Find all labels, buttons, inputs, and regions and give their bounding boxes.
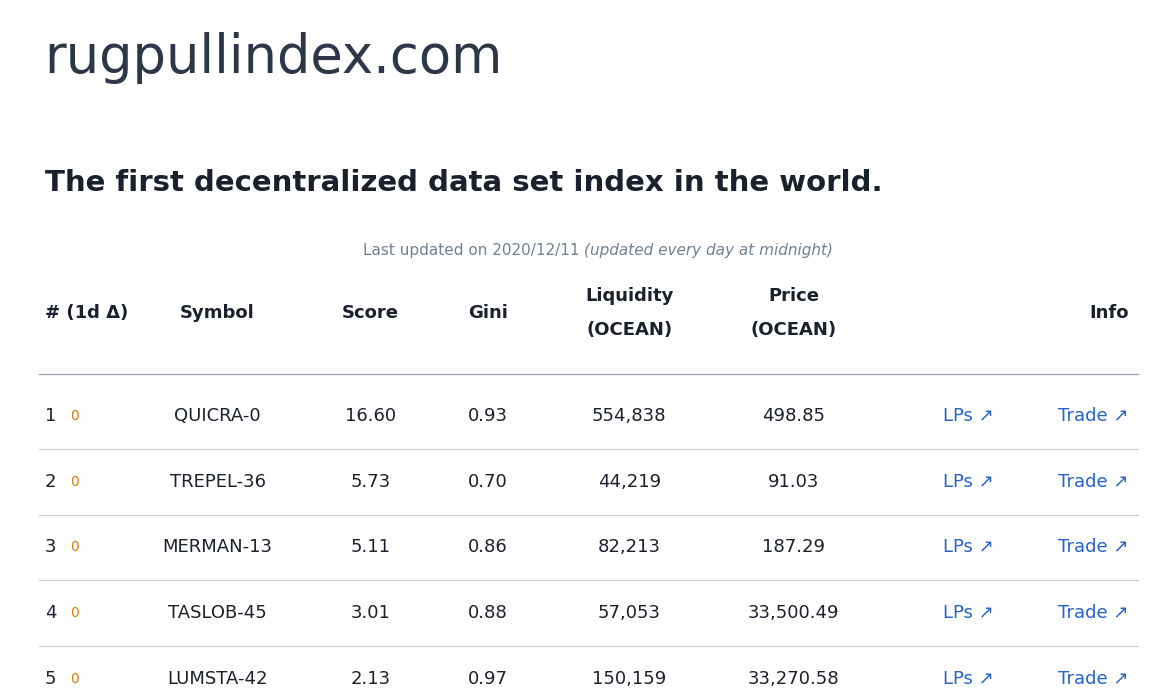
Text: Trade ↗: Trade ↗ xyxy=(1058,407,1129,425)
Text: LPs ↗: LPs ↗ xyxy=(943,604,994,622)
Text: LPs ↗: LPs ↗ xyxy=(943,407,994,425)
Text: Gini: Gini xyxy=(468,304,508,322)
Text: (OCEAN): (OCEAN) xyxy=(586,321,673,339)
Text: # (1d Δ): # (1d Δ) xyxy=(45,304,128,322)
Text: 3: 3 xyxy=(45,538,56,557)
Text: 91.03: 91.03 xyxy=(768,473,820,491)
Text: TASLOB-45: TASLOB-45 xyxy=(168,604,267,622)
Text: 0: 0 xyxy=(71,475,79,489)
Text: MERMAN-13: MERMAN-13 xyxy=(162,538,273,557)
Text: TREPEL-36: TREPEL-36 xyxy=(169,473,266,491)
Text: 0.70: 0.70 xyxy=(468,473,508,491)
Text: 2.13: 2.13 xyxy=(350,670,390,688)
Text: The first decentralized data set index in the world.: The first decentralized data set index i… xyxy=(45,169,882,197)
Text: 0: 0 xyxy=(71,540,79,554)
Text: Last updated on 2020/12/11: Last updated on 2020/12/11 xyxy=(363,243,584,258)
Text: 150,159: 150,159 xyxy=(592,670,667,688)
Text: 16.60: 16.60 xyxy=(345,407,396,425)
Text: 3.01: 3.01 xyxy=(350,604,390,622)
Text: 5.11: 5.11 xyxy=(350,538,390,557)
Text: Score: Score xyxy=(342,304,399,322)
Text: 44,219: 44,219 xyxy=(597,473,661,491)
Text: Trade ↗: Trade ↗ xyxy=(1058,473,1129,491)
Text: 33,270.58: 33,270.58 xyxy=(748,670,840,688)
Text: 4: 4 xyxy=(45,604,56,622)
Text: Trade ↗: Trade ↗ xyxy=(1058,604,1129,622)
Text: 57,053: 57,053 xyxy=(597,604,661,622)
Text: LPs ↗: LPs ↗ xyxy=(943,670,994,688)
Text: Liquidity: Liquidity xyxy=(584,287,674,305)
Text: Trade ↗: Trade ↗ xyxy=(1058,670,1129,688)
Text: 498.85: 498.85 xyxy=(762,407,826,425)
Text: QUICRA-0: QUICRA-0 xyxy=(174,407,261,425)
Text: Price: Price xyxy=(768,287,820,305)
Text: 2: 2 xyxy=(45,473,56,491)
Text: Trade ↗: Trade ↗ xyxy=(1058,538,1129,557)
Text: 0: 0 xyxy=(71,672,79,686)
Text: 0.97: 0.97 xyxy=(468,670,508,688)
Text: (updated every day at midnight): (updated every day at midnight) xyxy=(584,243,834,258)
Text: LPs ↗: LPs ↗ xyxy=(943,473,994,491)
Text: 5: 5 xyxy=(45,670,56,688)
Text: 187.29: 187.29 xyxy=(762,538,826,557)
Text: 33,500.49: 33,500.49 xyxy=(748,604,840,622)
Text: 0.86: 0.86 xyxy=(468,538,508,557)
Text: (OCEAN): (OCEAN) xyxy=(750,321,837,339)
Text: 0.88: 0.88 xyxy=(468,604,508,622)
Text: LUMSTA-42: LUMSTA-42 xyxy=(167,670,268,688)
Text: Symbol: Symbol xyxy=(180,304,255,322)
Text: 1: 1 xyxy=(45,407,56,425)
Text: Info: Info xyxy=(1089,304,1129,322)
Text: 0.93: 0.93 xyxy=(468,407,508,425)
Text: 0: 0 xyxy=(71,409,79,423)
Text: 0: 0 xyxy=(71,606,79,620)
Text: rugpullindex.com: rugpullindex.com xyxy=(45,32,503,83)
Text: 5.73: 5.73 xyxy=(350,473,390,491)
Text: 82,213: 82,213 xyxy=(597,538,661,557)
Text: 554,838: 554,838 xyxy=(592,407,667,425)
Text: LPs ↗: LPs ↗ xyxy=(943,538,994,557)
